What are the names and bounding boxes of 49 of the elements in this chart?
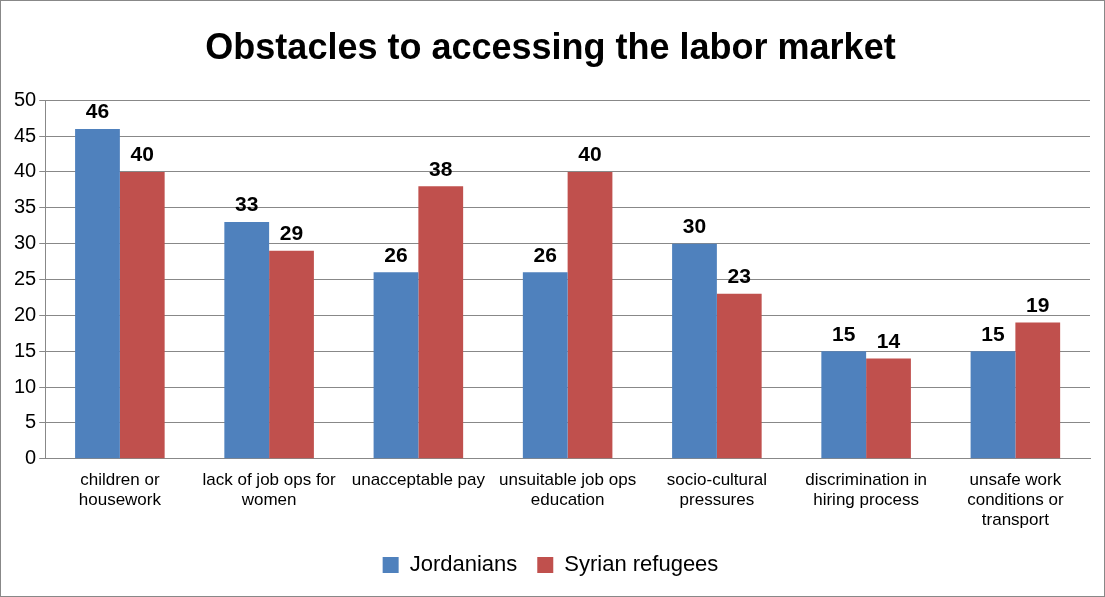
bar xyxy=(866,358,911,459)
data-label: 38 xyxy=(429,156,453,180)
y-tick-label: 10 xyxy=(14,374,37,397)
y-tick-label: 40 xyxy=(14,159,37,182)
bar xyxy=(75,128,120,459)
data-label: 26 xyxy=(533,242,557,266)
x-tick-label: lack of job ops for women xyxy=(202,469,337,510)
chart-title: Obstacles to accessing the labor market xyxy=(205,25,896,67)
data-label: 46 xyxy=(85,99,110,123)
legend-label: Syrian refugees xyxy=(564,551,719,577)
bar xyxy=(567,171,613,459)
bar xyxy=(224,222,270,459)
x-tick-label: unacceptable pay xyxy=(351,469,486,489)
x-tick-label: discrimination in hiring process xyxy=(805,469,928,510)
y-tick-label: 45 xyxy=(14,123,37,146)
y-tick-label: 50 xyxy=(14,87,37,110)
x-tick-label: unsafe work conditions or transport xyxy=(967,469,1064,530)
y-tick-label: 35 xyxy=(14,195,37,218)
y-tick-label: 30 xyxy=(14,231,37,254)
data-label: 40 xyxy=(130,142,154,166)
y-tick-label: 0 xyxy=(25,446,37,469)
bar xyxy=(1015,322,1061,459)
legend-label: Jordanians xyxy=(409,551,518,577)
data-label: 19 xyxy=(1026,292,1050,316)
data-label: 14 xyxy=(876,328,901,352)
y-tick-label: 15 xyxy=(14,338,37,361)
data-label: 40 xyxy=(578,142,602,166)
x-tick-label: children or housework xyxy=(78,469,162,510)
bar xyxy=(672,243,717,459)
bar xyxy=(373,272,419,459)
bar xyxy=(269,250,314,459)
bar xyxy=(418,186,464,459)
y-tick-label: 5 xyxy=(25,410,37,433)
y-tick-label: 20 xyxy=(14,302,37,325)
bar xyxy=(522,272,568,459)
data-label: 30 xyxy=(682,213,707,237)
data-label: 29 xyxy=(279,221,304,245)
data-label: 15 xyxy=(981,321,1005,345)
data-label: 23 xyxy=(727,264,751,288)
bar xyxy=(970,351,1016,459)
y-tick-label: 25 xyxy=(14,267,37,290)
data-label: 26 xyxy=(384,242,408,266)
x-tick-label: unsuitable job ops education xyxy=(499,469,637,510)
bar xyxy=(821,351,867,459)
bar xyxy=(716,293,762,459)
data-label: 15 xyxy=(832,321,856,345)
x-tick-label: socio-cultural pressures xyxy=(666,469,767,510)
data-label: 33 xyxy=(235,192,259,216)
bar xyxy=(119,171,165,459)
